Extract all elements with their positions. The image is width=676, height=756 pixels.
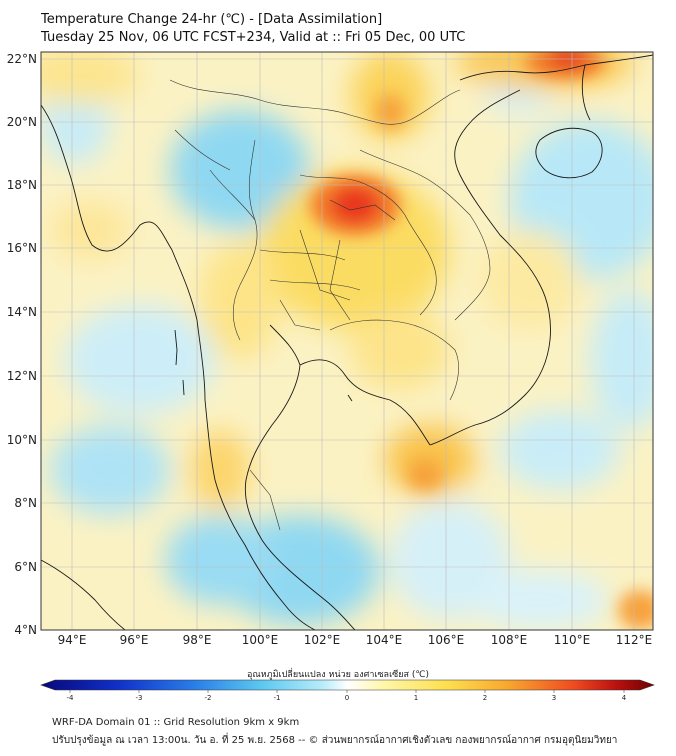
coastlines xyxy=(41,54,653,630)
longitude-axis: 94°E 96°E 98°E 100°E 102°E 104°E 106°E 1… xyxy=(58,633,653,647)
footer-model-info: WRF-DA Domain 01 :: Grid Resolution 9km … xyxy=(52,717,300,728)
colorbar-tick: -1 xyxy=(274,694,281,700)
temperature-change-map: 22°N 20°N 18°N 16°N 14°N 12°N 10°N 8°N 6… xyxy=(7,51,655,700)
colorbar: -4 -3 -2 -1 0 1 2 3 4 xyxy=(40,679,655,700)
colorbar-tick: -2 xyxy=(205,694,212,700)
lat-tick: 20°N xyxy=(7,115,37,129)
colorbar-tick: 1 xyxy=(414,694,418,700)
lat-tick: 8°N xyxy=(14,496,37,510)
lon-tick: 110°E xyxy=(554,633,591,647)
colorbar-tick: 2 xyxy=(483,694,487,700)
lat-tick: 16°N xyxy=(7,241,37,255)
colorbar-tick: 3 xyxy=(552,694,556,700)
latitude-axis: 22°N 20°N 18°N 16°N 14°N 12°N 10°N 8°N 6… xyxy=(7,52,37,637)
lon-tick: 96°E xyxy=(120,633,149,647)
lat-tick: 4°N xyxy=(14,623,37,637)
lon-tick: 102°E xyxy=(304,633,341,647)
lat-tick: 14°N xyxy=(7,305,37,319)
temperature-field xyxy=(41,52,653,630)
map-title: Temperature Change 24-hr (℃) - [Data Ass… xyxy=(41,12,383,27)
map-subtitle: Tuesday 25 Nov, 06 UTC FCST+234, Valid a… xyxy=(41,30,466,45)
colorbar-tick: 0 xyxy=(345,694,349,700)
footer-credits: ปรับปรุงข้อมูล ณ เวลา 13:00น. วัน อ. ที่… xyxy=(52,735,618,746)
lat-tick: 12°N xyxy=(7,369,37,383)
lat-tick: 6°N xyxy=(14,560,37,574)
colorbar-label: อุณหภูมิเปลี่ยนแปลง หน่วย องศาเซลเซียส (… xyxy=(246,670,430,680)
map-frame xyxy=(40,51,654,631)
lon-tick: 106°E xyxy=(428,633,465,647)
lon-tick: 108°E xyxy=(491,633,528,647)
lat-tick: 18°N xyxy=(7,178,37,192)
lon-tick: 98°E xyxy=(183,633,212,647)
lat-tick: 10°N xyxy=(7,433,37,447)
lon-tick: 112°E xyxy=(616,633,653,647)
colorbar-tick: 4 xyxy=(622,694,627,700)
lon-tick: 94°E xyxy=(58,633,87,647)
lat-tick: 22°N xyxy=(7,52,37,66)
lon-tick: 100°E xyxy=(242,633,279,647)
borders xyxy=(169,79,491,531)
graticule xyxy=(41,52,653,630)
colorbar-tick: -3 xyxy=(136,694,143,700)
lon-tick: 104°E xyxy=(366,633,403,647)
colorbar-tick: -4 xyxy=(67,694,75,700)
